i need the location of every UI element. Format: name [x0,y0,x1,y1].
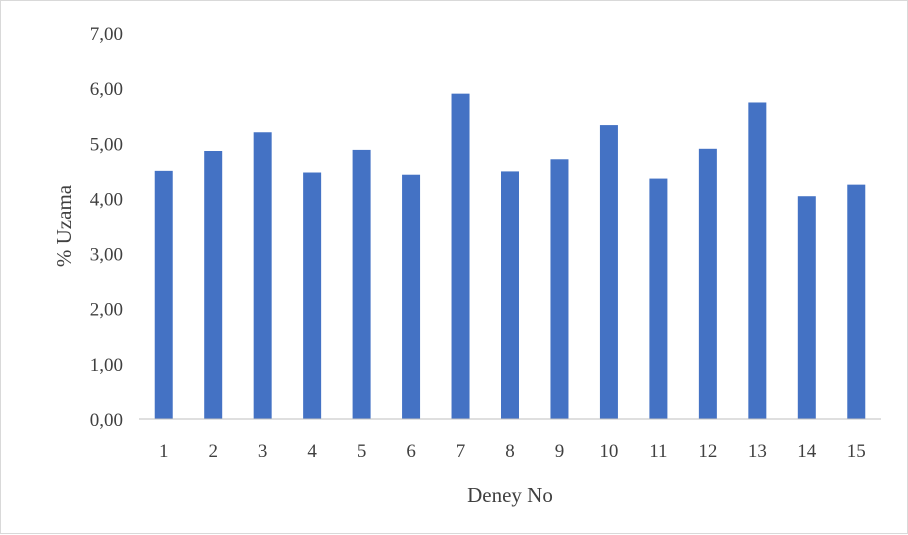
bar [253,132,272,419]
y-tick-label: 6,00 [90,79,123,100]
bar [451,93,470,420]
x-tick-label: 5 [357,441,367,462]
bar [698,148,717,420]
bar [501,171,519,419]
y-tick-label: 4,00 [90,189,123,210]
x-tick-label: 8 [505,441,515,462]
bar [402,174,421,419]
bar [599,125,618,420]
x-tick-label: 11 [649,441,667,462]
x-tick-label: 7 [456,441,466,462]
bar [649,178,668,419]
y-tick-label: 7,00 [90,24,123,45]
bar [797,196,816,419]
y-axis-ticks: 0,00 1,00 2,00 3,00 4,00 5,00 6,00 7,00 [90,24,123,431]
x-tick-label: 10 [599,441,618,462]
y-tick-label: 1,00 [90,355,123,376]
y-tick-label: 2,00 [90,300,123,321]
x-tick-label: 3 [258,441,268,462]
bars-group [154,93,866,420]
y-tick-label: 0,00 [90,410,123,431]
x-tick-label: 15 [847,441,866,462]
x-axis-ticks: 1 2 3 4 5 6 7 8 9 10 11 12 13 14 15 [159,441,866,462]
y-tick-label: 3,00 [90,245,123,266]
x-tick-label: 9 [555,441,565,462]
y-tick-label: 5,00 [90,134,123,155]
x-axis-title: Deney No [467,483,553,507]
bar [204,151,223,419]
bar [550,159,569,419]
bar [352,149,371,419]
x-tick-label: 2 [208,441,218,462]
y-axis-title: % Uzama [52,184,76,267]
x-tick-label: 14 [797,441,817,462]
bar [303,172,322,419]
x-tick-label: 1 [159,441,169,462]
x-tick-label: 6 [406,441,416,462]
bar [748,102,767,419]
x-tick-label: 12 [698,441,717,462]
x-tick-label: 4 [307,441,317,462]
x-tick-label: 13 [748,441,767,462]
bar [154,170,173,419]
bar [847,184,866,419]
